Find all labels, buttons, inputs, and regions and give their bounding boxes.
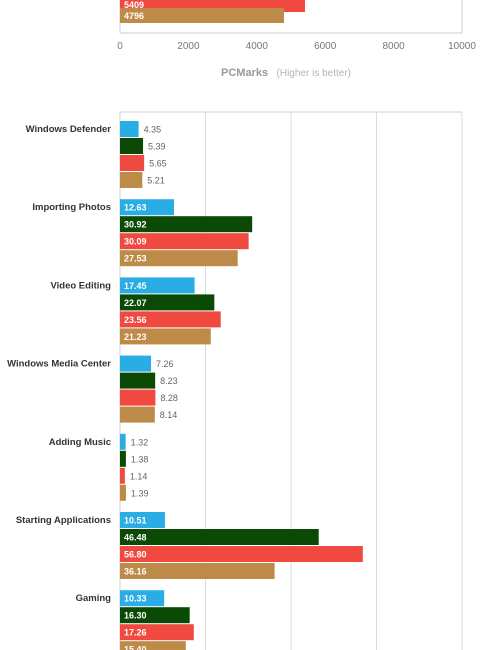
- bar-value-label: 17.45: [124, 281, 147, 291]
- bar: [120, 277, 195, 294]
- bar: [120, 529, 319, 545]
- bar: [120, 172, 143, 188]
- category-label: Starting Applications: [16, 515, 111, 526]
- bar: [120, 155, 145, 171]
- bar-value-label: 23.56: [124, 315, 147, 325]
- bar-value-label: 22.07: [124, 298, 147, 308]
- bar: [120, 216, 253, 233]
- bar-value-label: 27.53: [124, 254, 147, 264]
- top-x-tick-labels: 0 2000 4000 6000 8000 10000: [117, 41, 476, 52]
- bar: [120, 328, 211, 345]
- bar-value-label: 1.14: [130, 471, 148, 481]
- category-label: Importing Photos: [32, 202, 111, 213]
- top-bar-value-label: 5409: [124, 0, 144, 10]
- bar-value-labels: 4.35 5.39 5.65 5.21 12.63 30.92 30.09 27.53 17.4…: [124, 125, 178, 650]
- bar-value-label: 7.26: [156, 359, 174, 369]
- bar: [120, 624, 194, 641]
- bar-value-label: 5.65: [149, 159, 167, 169]
- bar-value-label: 5.39: [148, 142, 166, 152]
- bar: [120, 641, 186, 650]
- bar-value-label: 30.09: [124, 237, 147, 247]
- bar: [120, 233, 249, 250]
- category-labels: Windows Defender Importing Photos Video Ed…: [7, 124, 111, 604]
- bar-value-label: 1.32: [131, 437, 149, 447]
- bar: [120, 484, 126, 501]
- top-x-tick-label: 4000: [246, 41, 269, 52]
- bar: [120, 467, 125, 484]
- top-x-tick-label: 0: [117, 41, 123, 52]
- top-x-tick-label: 6000: [314, 41, 337, 52]
- bar: [120, 121, 139, 137]
- category-label: Windows Media Center: [7, 359, 111, 370]
- category-label: Gaming: [76, 593, 112, 604]
- bar: [120, 433, 126, 450]
- x-axis-note: (Higher is better): [277, 68, 351, 79]
- bar: [120, 512, 165, 528]
- bar: [120, 389, 156, 406]
- bar-value-label: 8.28: [160, 393, 178, 403]
- bottom-bars: [120, 121, 363, 650]
- top-x-tick-label: 10000: [448, 41, 476, 52]
- category-label: Adding Music: [49, 437, 111, 448]
- bar-value-label: 16.30: [124, 611, 147, 621]
- bar-value-label: 10.33: [124, 594, 147, 604]
- bar: [120, 406, 155, 423]
- top-bar: [120, 8, 285, 23]
- bar-value-label: 30.92: [124, 220, 147, 230]
- bar: [120, 294, 215, 311]
- top-x-tick-label: 2000: [177, 41, 200, 52]
- bar: [120, 563, 275, 579]
- x-axis-label: PCMarks: [221, 67, 268, 79]
- bar-value-label: 56.80: [124, 550, 147, 560]
- bar-value-label: 36.16: [124, 567, 147, 577]
- bar-value-label: 1.39: [131, 488, 149, 498]
- bar-value-label: 46.48: [124, 533, 147, 543]
- bar: [120, 138, 144, 154]
- bar-value-label: 8.23: [160, 376, 178, 386]
- category-label: Windows Defender: [26, 124, 112, 135]
- bar-value-label: 21.23: [124, 332, 147, 342]
- benchmark-bar-chart: Windows Defender Importing Photos Video Ed…: [7, 111, 463, 650]
- bar: [120, 450, 126, 467]
- bar: [120, 199, 174, 216]
- bar: [120, 311, 221, 328]
- bar-value-label: 8.14: [160, 410, 178, 420]
- bar-value-label: 10.51: [124, 516, 147, 526]
- bar-value-label: 12.63: [124, 203, 147, 213]
- bar-value-label: 4.35: [144, 125, 162, 135]
- bar: [120, 372, 156, 389]
- top-bar-value-label: 4796: [124, 11, 144, 21]
- bar-value-label: 5.21: [147, 176, 165, 186]
- bar-value-label: 1.38: [131, 454, 149, 464]
- x-axis-title: PCMarks (Higher is better): [221, 63, 351, 80]
- bar: [120, 250, 238, 267]
- top-x-tick-label: 8000: [382, 41, 405, 52]
- bar: [120, 546, 363, 562]
- bar: [120, 607, 190, 624]
- bar-value-label: 15.40: [124, 645, 147, 650]
- bar: [120, 355, 152, 372]
- category-label: Video Editing: [50, 280, 111, 291]
- bar: [120, 590, 165, 607]
- bar-value-label: 17.26: [124, 628, 147, 638]
